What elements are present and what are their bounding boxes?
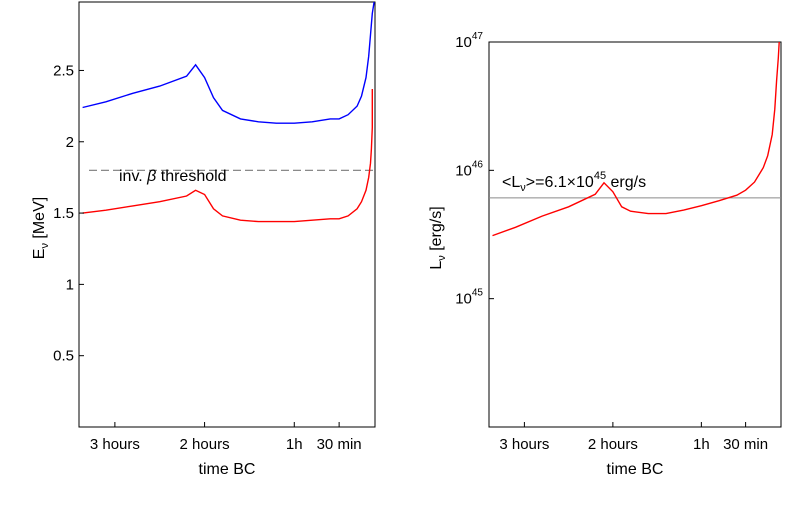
luminosity-x-tick-label: 2 hours <box>588 436 638 453</box>
energy-y-tick-label: 1 <box>66 276 74 293</box>
energy-x-tick-label: 1h <box>286 436 303 453</box>
energy-series-red-line <box>82 89 373 223</box>
energy-plot-frame <box>78 1 376 428</box>
threshold-label: inv. β threshold <box>119 168 227 185</box>
luminosity-y-tick-label: 1046 <box>455 159 483 179</box>
energy-y-tick-label: 0.5 <box>53 348 74 365</box>
energy-x-tick-label: 30 min <box>317 436 362 453</box>
luminosity-x-tick-label: 1h <box>693 436 710 453</box>
energy-x-tick-label: 3 hours <box>90 436 140 453</box>
energy-y-axis-label: Eν [MeV] <box>31 197 51 259</box>
energy-x-axis-label: time BC <box>199 461 256 478</box>
luminosity-plot-frame <box>488 41 782 428</box>
energy-y-tick-label: 1.5 <box>53 205 74 222</box>
mean-luminosity-label: <Lν>=6.1×1045 erg/s <box>502 170 646 194</box>
luminosity-x-tick-label: 3 hours <box>499 436 549 453</box>
energy-panel: 0.5 1 1.5 2 2.5 3 hours 2 hours 1h 30 min inv. … <box>31 1 376 478</box>
luminosity-y-tick-label: 1045 <box>455 288 483 308</box>
luminosity-y-tick-label: 1047 <box>455 31 483 51</box>
energy-y-tick-label: 2.5 <box>53 62 74 79</box>
energy-x-tick-label: 2 hours <box>180 436 230 453</box>
luminosity-panel: 1045 1046 1047 3 hours 2 hours 1h 30 min <Lν>… <box>428 31 782 478</box>
luminosity-x-tick-label: 30 min <box>723 436 768 453</box>
luminosity-series-red-line <box>492 41 780 237</box>
energy-y-tick-label: 2 <box>66 134 74 151</box>
energy-series-blue-line <box>82 1 375 124</box>
luminosity-y-axis-label: Lν [erg/s] <box>428 206 448 269</box>
luminosity-x-axis-label: time BC <box>607 461 664 478</box>
